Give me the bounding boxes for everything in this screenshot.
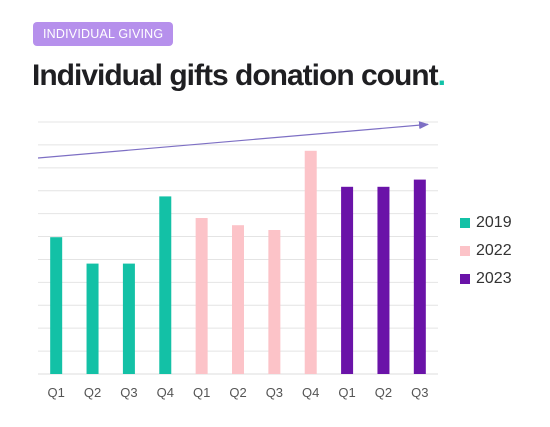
category-badge: INDIVIDUAL GIVING bbox=[33, 22, 174, 46]
legend-swatch-2019 bbox=[460, 218, 470, 228]
legend-item-2022: 2022 bbox=[460, 237, 512, 265]
x-tick-label: Q3 bbox=[120, 385, 137, 400]
bar-2022-q4 bbox=[304, 150, 317, 374]
x-tick-label: Q2 bbox=[229, 385, 246, 400]
bar-2022-q2 bbox=[232, 225, 244, 374]
legend-label-2019: 2019 bbox=[476, 214, 512, 231]
x-tick-label: Q4 bbox=[157, 385, 174, 400]
legend-swatch-2022 bbox=[460, 246, 470, 256]
page-title: Individual gifts donation count. bbox=[32, 56, 446, 96]
legend: 2019 2022 2023 bbox=[460, 209, 512, 293]
title-text: Individual gifts donation count bbox=[32, 59, 439, 92]
legend-swatch-2023 bbox=[460, 274, 470, 284]
bar-2019-q1 bbox=[50, 237, 63, 374]
bar-2022-q3 bbox=[268, 230, 281, 374]
x-tick-label: Q1 bbox=[338, 385, 355, 400]
title-dot: . bbox=[437, 59, 446, 92]
bar-2022-q1 bbox=[195, 218, 208, 374]
x-tick-label: Q2 bbox=[84, 385, 101, 400]
bar-2023-q1 bbox=[341, 186, 354, 374]
x-tick-label: Q1 bbox=[48, 385, 65, 400]
bars bbox=[50, 150, 426, 374]
x-tick-label: Q2 bbox=[375, 385, 392, 400]
x-tick-label: Q3 bbox=[411, 385, 428, 400]
x-tick-label: Q4 bbox=[302, 385, 319, 400]
legend-label-2022: 2022 bbox=[476, 242, 512, 259]
trend-arrow bbox=[37, 121, 429, 159]
legend-item-2023: 2023 bbox=[460, 265, 512, 293]
bar-2019-q2 bbox=[86, 263, 99, 374]
x-axis-labels: Q1 Q2 Q3 Q4 Q1 Q2 Q3 Q4 Q1 Q2 Q3 bbox=[48, 385, 429, 400]
legend-item-2019: 2019 bbox=[460, 209, 512, 237]
bar-2023-q3 bbox=[413, 179, 426, 374]
bar-2023-q2 bbox=[377, 186, 390, 374]
x-tick-label: Q1 bbox=[193, 385, 210, 400]
legend-label-2023: 2023 bbox=[476, 270, 512, 287]
bar-2019-q3 bbox=[122, 263, 135, 374]
x-tick-label: Q3 bbox=[266, 385, 283, 400]
bar-2019-q4 bbox=[159, 196, 172, 374]
